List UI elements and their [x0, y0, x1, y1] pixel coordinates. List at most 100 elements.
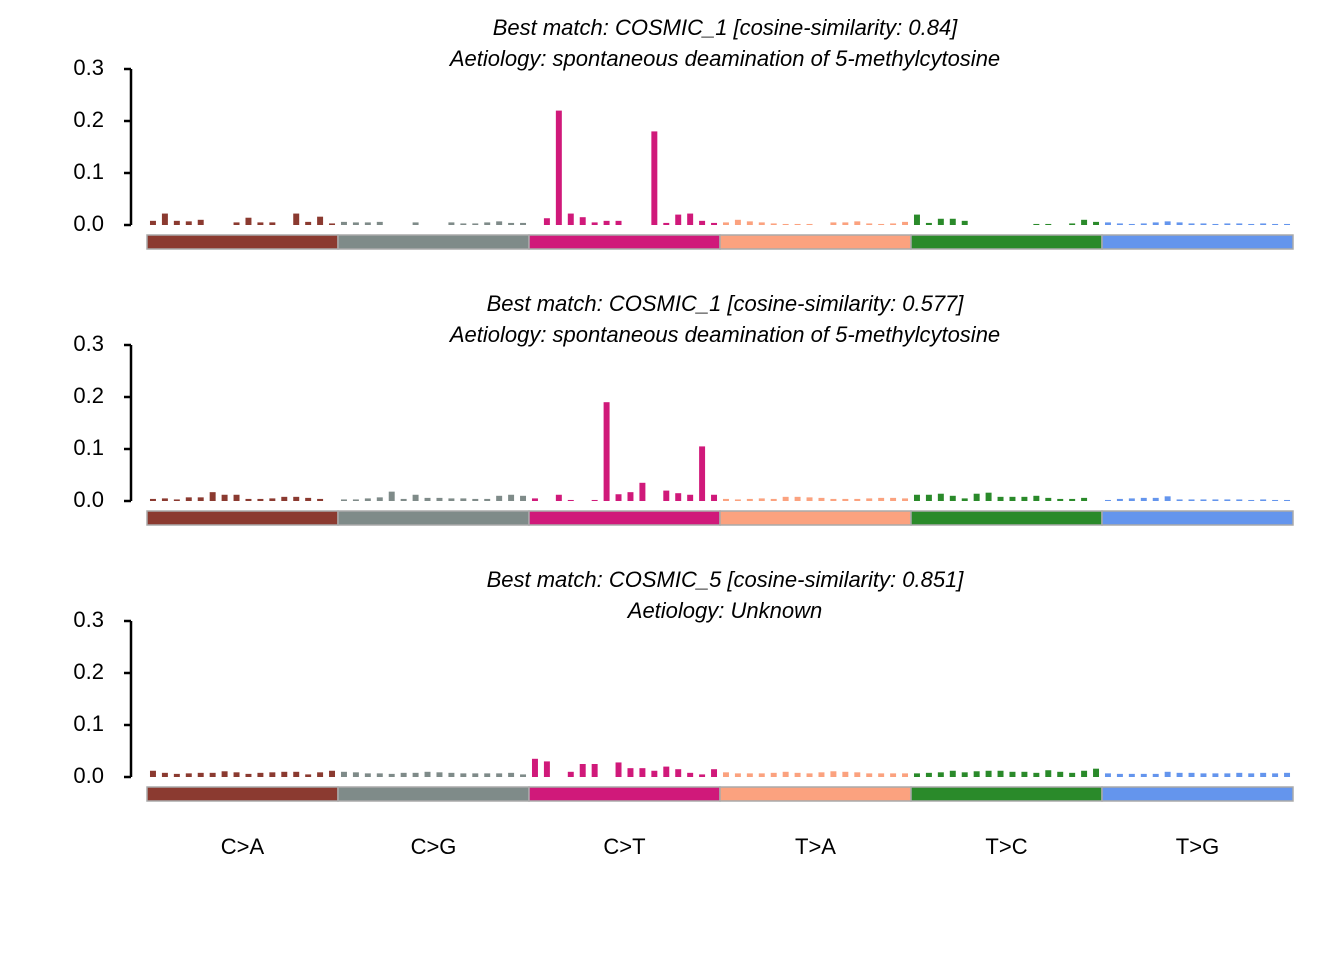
group-strip [146, 510, 339, 526]
bar [1284, 223, 1291, 225]
bar [1009, 496, 1016, 501]
bar [508, 772, 515, 777]
bar [388, 491, 395, 501]
bar [615, 762, 622, 777]
bar [245, 217, 252, 225]
bar [699, 774, 706, 777]
bar [782, 771, 789, 777]
bar [352, 499, 359, 501]
bar [1224, 499, 1231, 501]
bar [1224, 223, 1231, 225]
bar [508, 494, 515, 501]
bar [639, 768, 646, 777]
bar [1045, 770, 1052, 777]
bar [161, 213, 168, 225]
bar [233, 494, 240, 501]
bar [555, 110, 562, 225]
bar [890, 223, 897, 225]
bar [1081, 219, 1088, 225]
bar [424, 497, 431, 501]
bar [746, 221, 753, 225]
bar [603, 220, 610, 225]
bar [734, 219, 741, 225]
bar [937, 218, 944, 225]
bar [913, 494, 920, 501]
bar [364, 773, 371, 777]
bar [293, 213, 300, 225]
bar [591, 222, 598, 225]
bar [233, 772, 240, 777]
bar [985, 770, 992, 777]
bar [663, 766, 670, 777]
bar [1104, 499, 1111, 501]
bar [890, 497, 897, 501]
bar [1081, 497, 1088, 501]
bar [543, 218, 550, 225]
group-strip [146, 786, 339, 802]
chart-title: Best match: COSMIC_1 [cosine-similarity:… [493, 15, 958, 40]
bar [400, 498, 407, 501]
bar [1033, 772, 1040, 777]
x-group-label: T>C [985, 834, 1027, 859]
bar [687, 213, 694, 225]
bar [949, 495, 956, 501]
bar [1212, 499, 1219, 501]
bar [185, 773, 192, 777]
bar [364, 222, 371, 225]
bar [1152, 773, 1159, 777]
bar [1164, 771, 1171, 777]
bar [472, 223, 479, 225]
bar [902, 773, 909, 777]
bar [973, 493, 980, 501]
bar [460, 773, 467, 777]
group-strip [146, 234, 339, 250]
bar [412, 494, 419, 501]
bar [734, 773, 741, 777]
bar [1152, 497, 1159, 501]
bar [448, 222, 455, 225]
bar [1272, 223, 1279, 225]
bar [615, 494, 622, 501]
bar [1069, 223, 1076, 225]
group-strip [1101, 510, 1294, 526]
bar [1236, 772, 1243, 777]
bar [687, 494, 694, 501]
bar [197, 219, 204, 225]
chart-title: Best match: COSMIC_1 [cosine-similarity:… [487, 291, 965, 316]
bar [1057, 498, 1064, 501]
bar [854, 498, 861, 501]
bar [711, 222, 718, 225]
group-strip [528, 510, 721, 526]
bar [1200, 773, 1207, 777]
bar [878, 497, 885, 501]
bar [806, 223, 813, 225]
bar [305, 221, 312, 225]
bar [1224, 773, 1231, 777]
bar [233, 222, 240, 225]
bar [305, 774, 312, 777]
bar [925, 494, 932, 501]
bar [197, 497, 204, 501]
bar [376, 773, 383, 777]
bar [1045, 223, 1052, 225]
bar [1104, 222, 1111, 225]
x-group-label: T>A [795, 834, 836, 859]
bar [866, 498, 873, 501]
bar [173, 773, 180, 777]
bar [1116, 498, 1123, 501]
bar [317, 216, 324, 225]
bar [257, 222, 264, 225]
bar [1069, 498, 1076, 501]
group-strip [910, 786, 1103, 802]
bar [579, 764, 586, 777]
bar [842, 498, 849, 501]
y-tick-label: 0.1 [73, 711, 104, 736]
x-group-label: C>G [411, 834, 457, 859]
bar [782, 496, 789, 501]
bar [722, 222, 729, 225]
bar [484, 773, 491, 777]
bar [961, 772, 968, 777]
bar [663, 490, 670, 501]
bar [161, 772, 168, 777]
y-tick-label: 0.2 [73, 107, 104, 132]
